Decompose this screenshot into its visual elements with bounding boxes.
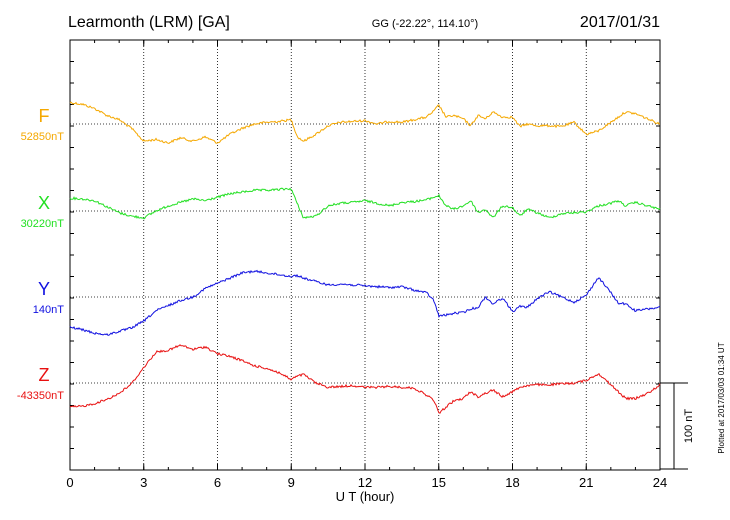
x-tick-label: 15 — [432, 475, 446, 490]
x-tick-label: 24 — [653, 475, 667, 490]
series-baseline-X: 30220nT — [21, 218, 65, 230]
series-line-X — [69, 187, 661, 220]
scale-bar-label: 100 nT — [683, 409, 695, 444]
series-line-Y — [69, 269, 661, 336]
plotted-timestamp: Plotted at 2017/03/03 01:34 UT — [717, 342, 726, 453]
x-tick-label: 12 — [358, 475, 372, 490]
plot-date: 2017/01/31 — [580, 14, 660, 31]
x-tick-label: 0 — [66, 475, 73, 490]
x-tick-label: 3 — [140, 475, 147, 490]
x-tick-label: 6 — [214, 475, 221, 490]
station-coordinates: GG (-22.22°, 114.10°) — [372, 18, 478, 30]
plot-frame — [69, 39, 661, 471]
series-line-F — [69, 101, 661, 144]
series-name-Y: Y — [38, 279, 50, 299]
series-baseline-Z: -43350nT — [17, 390, 64, 402]
series-name-F: F — [39, 106, 50, 126]
x-tick-label: 21 — [579, 475, 593, 490]
series-name-Z: Z — [39, 365, 50, 385]
x-tick-label: 18 — [505, 475, 519, 490]
x-tick-label: 9 — [288, 475, 295, 490]
axis-ticks: 0 3 6 9 12 15 18 21 24 — [66, 39, 667, 490]
series-baseline-F: 52850nT — [21, 131, 65, 143]
series-line-Z — [69, 344, 661, 414]
x-axis-label: U T (hour) — [336, 489, 395, 504]
grid-lines — [70, 40, 660, 470]
station-title: Learmonth (LRM) [GA] — [68, 14, 230, 31]
scale-bar: 100 nT — [660, 382, 695, 470]
series-baseline-Y: 140nT — [33, 304, 64, 316]
series-labels: F 52850nT X 30220nT Y 140nT Z -43350nT — [17, 106, 64, 402]
series-name-X: X — [38, 193, 50, 213]
series-group — [69, 101, 661, 414]
